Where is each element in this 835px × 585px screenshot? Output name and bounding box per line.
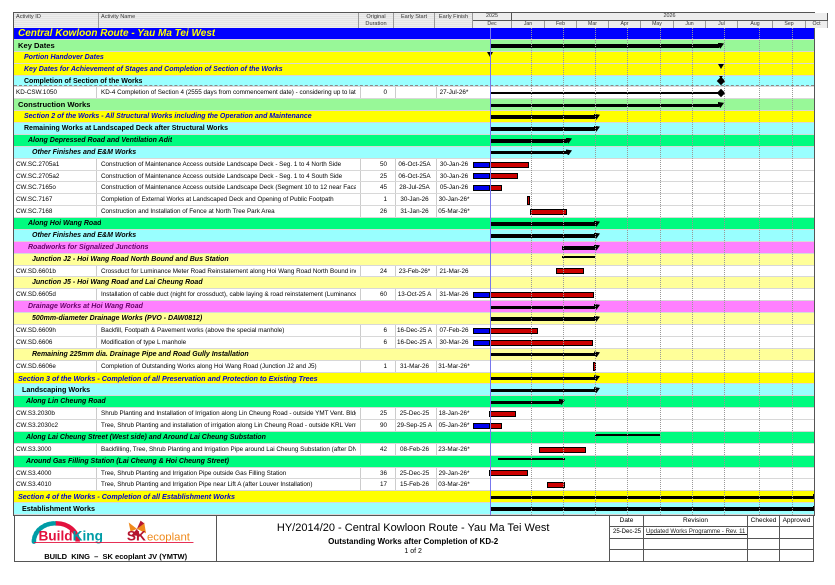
svg-text:ecoplant: ecoplant (147, 532, 191, 544)
svg-text:SK: SK (127, 529, 146, 544)
svg-text:BuildKing: BuildKing (39, 529, 103, 544)
